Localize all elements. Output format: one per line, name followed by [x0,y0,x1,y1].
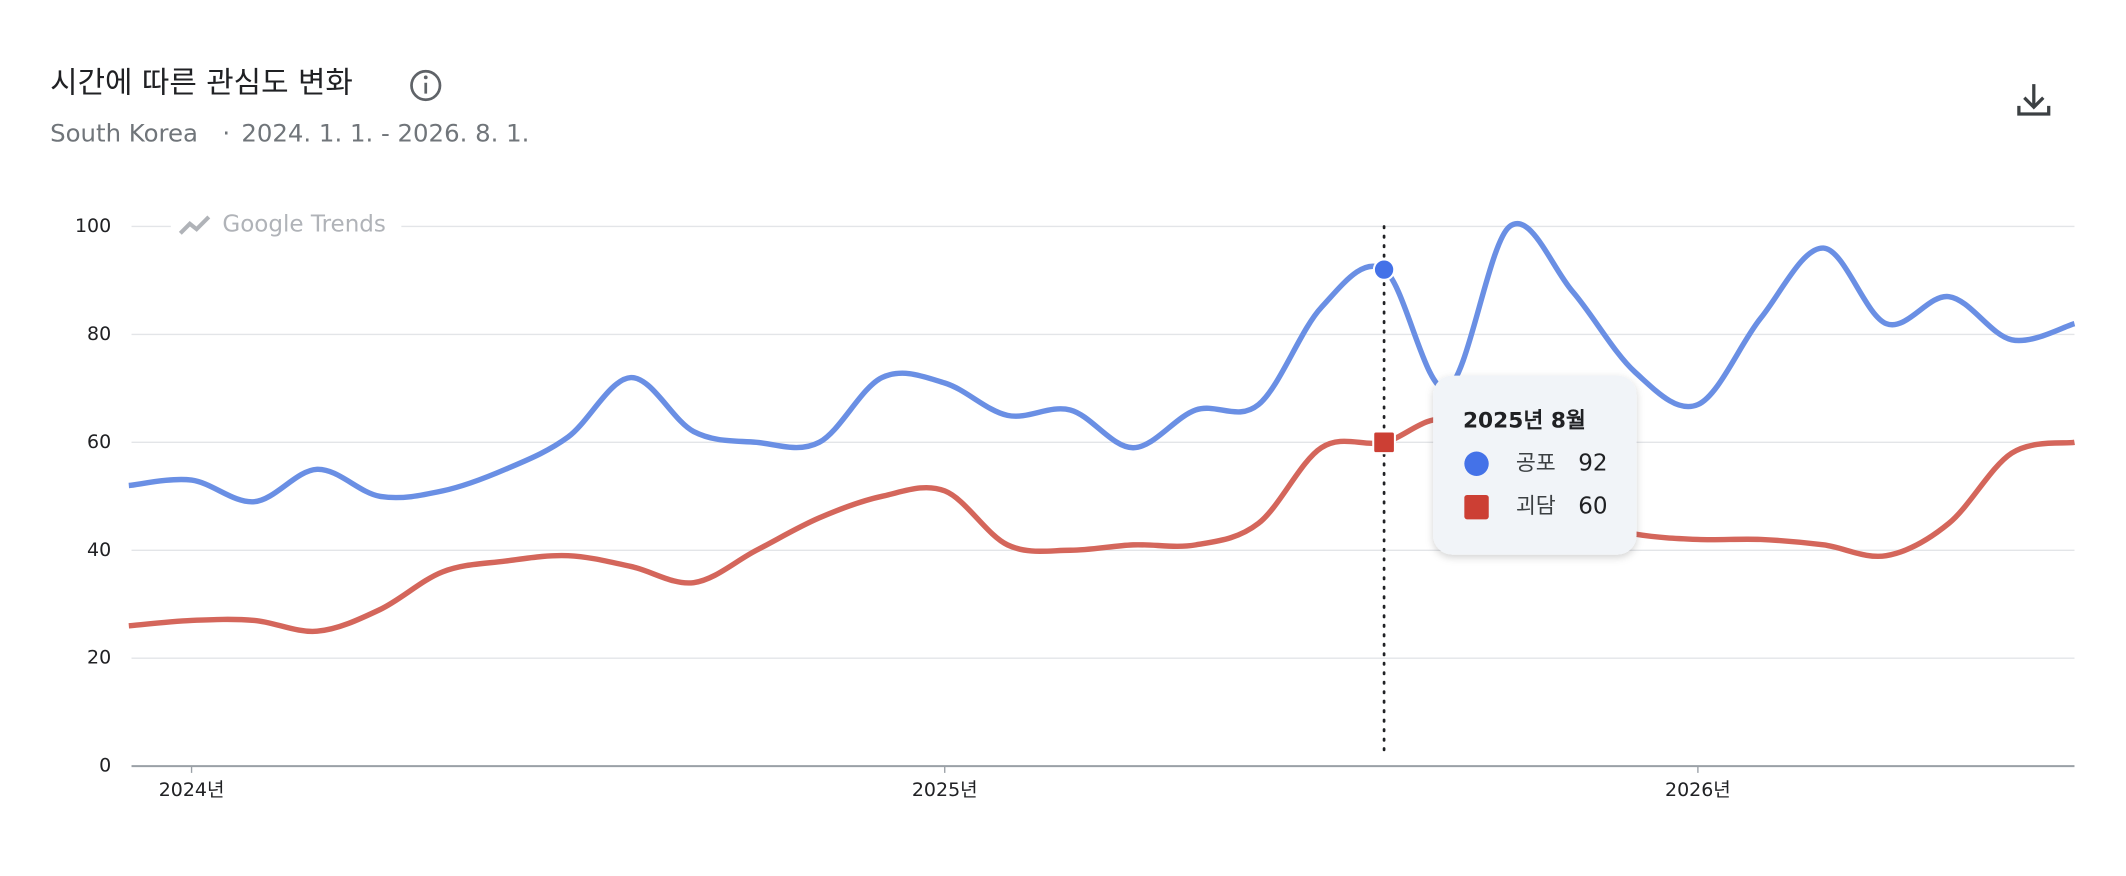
info-icon[interactable] [410,69,442,102]
y-tick-label: 80 [87,323,111,345]
separator: · [222,118,230,147]
download-icon[interactable] [2017,84,2051,116]
watermark-icon [178,215,211,235]
watermark-bg [170,208,402,242]
x-tick-label: 2026년 [1665,779,1731,801]
series-line [128,416,2075,635]
y-tick-label: 0 [99,755,111,777]
hover-marker [1372,258,1396,281]
lines [128,221,2076,635]
tooltip-marker [1464,451,1489,476]
tooltip: 2025년 8월 공포 92 괴담 60 [1433,375,1637,555]
tooltip-title: 2025년 8월 [1463,409,1586,434]
tooltip-value: 92 [1578,450,1607,476]
y-tick-label: 60 [87,431,111,453]
x-tick-label: 2024년 [159,779,225,801]
y-tick-label: 100 [75,215,111,237]
series-line [128,221,2076,505]
x-tick-label: 2025년 [912,779,978,801]
y-tick-label: 20 [87,647,111,669]
legend-label: 공포 [1516,451,1556,476]
overlay [1372,225,1396,757]
tooltip-marker [1464,494,1489,520]
y-tick-label: 40 [87,539,111,561]
legend-label: 괴담 [1516,494,1556,519]
watermark: Google Trends [222,212,386,238]
subtitle: South Korea [50,118,198,147]
hover-marker [1372,430,1396,455]
chart-title: 시간에 따른 관심도 변화 [50,66,353,101]
date-range: 2024. 1. 1. - 2026. 8. 1. [241,118,529,147]
tooltip-value: 60 [1578,494,1607,520]
